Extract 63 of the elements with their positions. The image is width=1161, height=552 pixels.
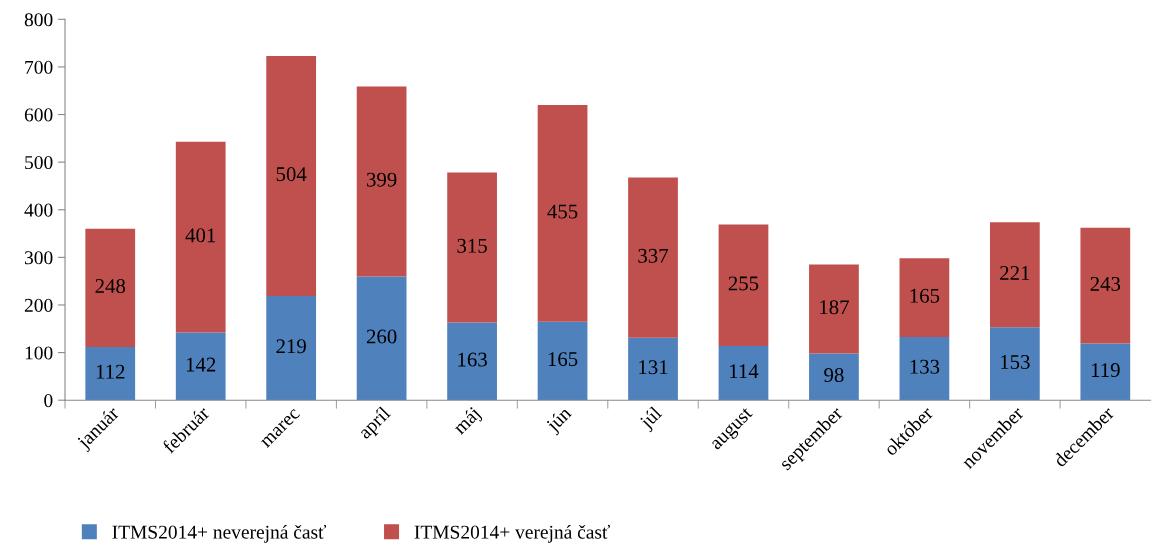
data-label: 504 [276,167,307,182]
bar [718,224,769,346]
bar [175,141,226,333]
bar [899,258,950,337]
data-label: 248 [95,279,126,294]
legend-label: ITMS2014+ verejná časť [414,524,610,543]
bar [809,353,859,401]
y-tick-label: 700 [25,60,53,74]
data-label: 337 [638,248,669,263]
bar [718,345,769,401]
x-tick-label: jún [544,405,575,436]
bar [447,322,497,401]
y-tick-label: 300 [24,251,53,265]
bar [175,332,226,401]
bar [266,295,317,401]
y-tick-label: 400 [24,203,53,217]
bar [447,172,497,323]
bar [628,337,678,401]
bar [899,336,950,401]
bar [989,222,1040,328]
data-label: 119 [1091,363,1120,378]
data-label: 243 [1090,276,1121,291]
data-label: 187 [820,300,849,315]
data-label: 142 [186,357,216,372]
bar [537,321,588,401]
data-label: 260 [366,329,397,344]
data-label: 401 [185,228,216,243]
bar [85,228,136,347]
data-label: 112 [96,364,125,379]
data-label: 131 [639,360,668,375]
bar [537,105,588,322]
data-label: 455 [547,204,578,219]
data-label: 163 [458,352,487,367]
x-tick-label: apríl [356,405,394,443]
legend-label: ITMS2014+ neverejná časť [112,524,327,543]
data-label: 153 [1001,354,1030,369]
data-label: 315 [457,238,487,253]
bar [356,276,407,401]
bar [266,55,317,296]
bar [356,86,407,277]
y-tick-label: 0 [44,394,53,408]
data-label: 221 [1000,265,1030,280]
bar [989,327,1040,401]
y-tick-label: 200 [24,298,53,312]
y-tick-label: 800 [24,13,53,27]
data-label: 399 [367,172,397,187]
data-label: 133 [910,359,940,374]
data-label: 114 [730,364,759,379]
data-label: 165 [548,352,578,367]
data-label: 219 [276,339,306,354]
bar [809,264,859,354]
data-label: 255 [728,276,759,291]
bar [1080,227,1131,344]
bar [85,346,136,401]
x-tick-label: máj [451,406,484,438]
y-tick-label: 100 [25,346,53,360]
y-tick-label: 500 [25,155,53,170]
data-label: 98 [824,368,844,383]
bar [628,177,678,338]
bar [1080,343,1131,401]
data-label: 165 [910,288,940,303]
y-tick-label: 600 [24,108,53,122]
x-tick-label: júl [638,405,666,433]
